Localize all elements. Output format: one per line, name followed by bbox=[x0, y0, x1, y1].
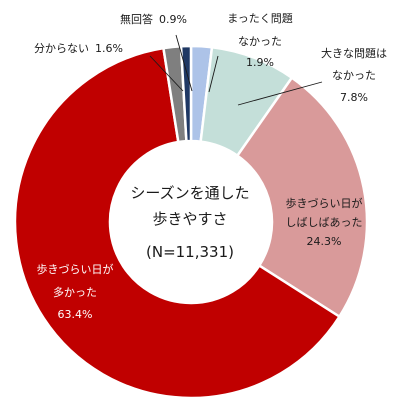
label-slice-1-line-2: なかった bbox=[332, 69, 376, 82]
center-sample-size: (N=11,331) bbox=[146, 243, 234, 261]
leader-lines bbox=[149, 34, 323, 106]
leader-line-3 bbox=[175, 34, 193, 92]
label-slice-4: 分からない 1.6% bbox=[34, 42, 123, 55]
label-slice-5-name: 無回答 bbox=[120, 12, 153, 26]
label-slice-0-line-1: まったく問題 bbox=[227, 12, 293, 25]
leader-line-1 bbox=[237, 81, 323, 106]
slice-2 bbox=[235, 76, 369, 319]
label-slice-3-line-1: 歩きづらい日が bbox=[37, 262, 114, 276]
value-slice-2: 24.3% bbox=[307, 235, 342, 248]
label-slice-2-line-2: しばしばあった bbox=[286, 216, 363, 229]
label-slice-3-line-2: 多かった bbox=[53, 285, 97, 299]
label-slice-1-line-1: 大きな問題は bbox=[321, 46, 387, 60]
center-title-line-1: シーズンを通した bbox=[130, 184, 249, 202]
value-slice-3: 63.4% bbox=[58, 308, 93, 321]
label-slice-5: 無回答 0.9% bbox=[120, 12, 187, 26]
slice-5 bbox=[179, 44, 193, 143]
slices-group bbox=[13, 44, 369, 400]
value-slice-0: 1.9% bbox=[246, 56, 274, 69]
value-slice-1: 7.8% bbox=[340, 91, 368, 104]
label-slice-4-name: 分からない bbox=[34, 42, 89, 55]
leader-line-2 bbox=[149, 55, 184, 92]
label-slice-2-line-1: 歩きづらい日が bbox=[286, 196, 363, 210]
slice-3 bbox=[13, 46, 342, 400]
value-slice-5: 0.9% bbox=[159, 13, 187, 26]
leader-line-0 bbox=[208, 55, 219, 93]
label-slice-0-line-2: なかった bbox=[238, 35, 282, 48]
value-slice-4: 1.6% bbox=[95, 42, 123, 55]
center-title-line-2: 歩きやすさ bbox=[152, 210, 227, 228]
